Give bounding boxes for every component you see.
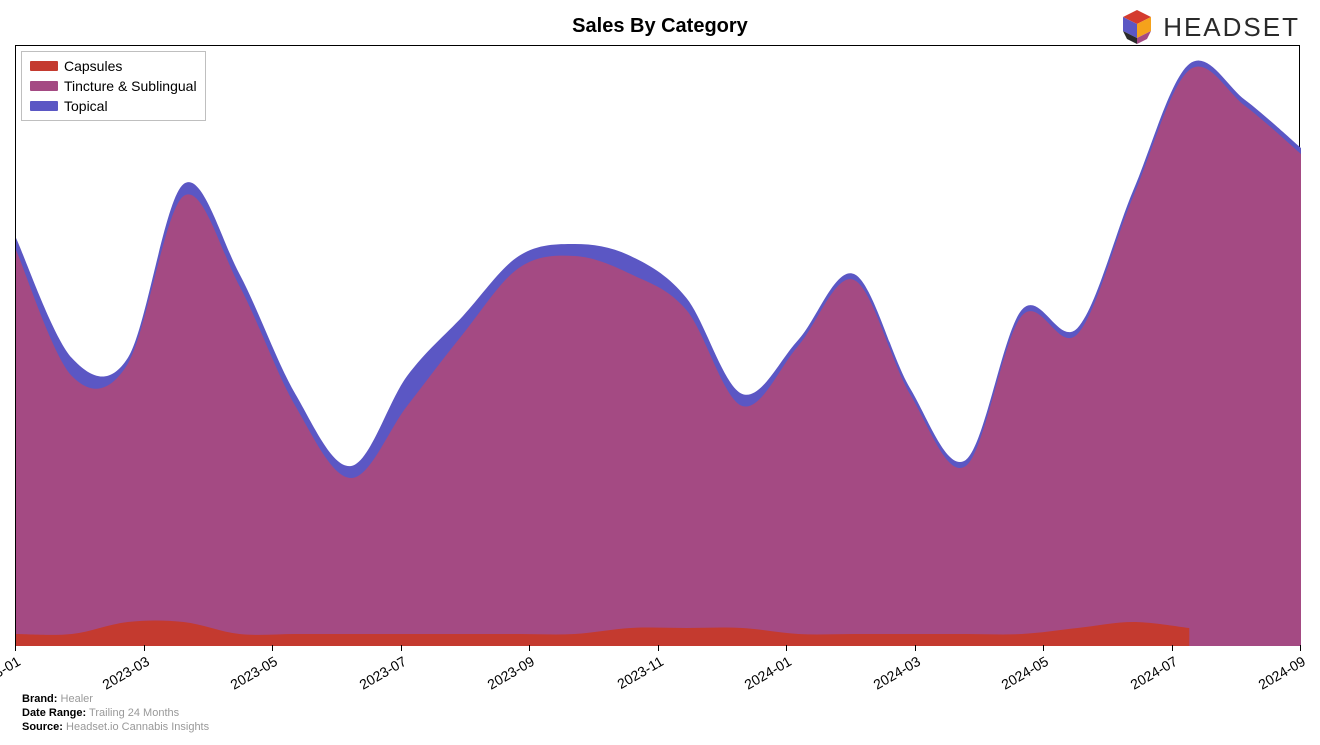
x-tick (915, 645, 916, 651)
meta-source-label: Source: (22, 721, 63, 733)
legend-item: Tincture & Sublingual (30, 76, 197, 96)
x-tick-label: 2023-09 (484, 653, 537, 693)
legend-swatch (30, 81, 58, 91)
meta-source-value: Headset.io Cannabis Insights (66, 721, 209, 733)
x-tick-label: 2024-07 (1127, 653, 1180, 693)
x-tick (1043, 645, 1044, 651)
legend-swatch (30, 101, 58, 111)
legend-item: Capsules (30, 56, 197, 76)
headset-logo-icon (1117, 8, 1157, 46)
x-tick-label: 2024-09 (1255, 653, 1308, 693)
x-tick (786, 645, 787, 651)
brand-logo: HEADSET (1117, 8, 1300, 46)
x-tick (401, 645, 402, 651)
legend-label: Topical (64, 98, 108, 114)
meta-range-value: Trailing 24 Months (89, 707, 179, 719)
x-tick (1172, 645, 1173, 651)
x-tick-label: 2023-03 (99, 653, 152, 693)
legend-label: Tincture & Sublingual (64, 78, 197, 94)
legend-item: Topical (30, 96, 197, 116)
meta-brand-value: Healer (61, 693, 93, 705)
x-tick-label: 2024-03 (870, 653, 923, 693)
legend-swatch (30, 61, 58, 71)
x-tick (272, 645, 273, 651)
x-tick (1300, 645, 1301, 651)
meta-brand: Brand: Healer (22, 693, 93, 705)
brand-logo-text: HEADSET (1163, 12, 1300, 43)
meta-brand-label: Brand: (22, 693, 57, 705)
meta-range: Date Range: Trailing 24 Months (22, 707, 179, 719)
meta-source: Source: Headset.io Cannabis Insights (22, 721, 209, 733)
area-chart-svg (16, 46, 1301, 646)
x-tick-label: 2023-01 (0, 653, 23, 693)
x-tick-label: 2024-01 (741, 653, 794, 693)
x-tick (529, 645, 530, 651)
x-tick (15, 645, 16, 651)
meta-range-label: Date Range: (22, 707, 86, 719)
chart-plot-area: Capsules Tincture & Sublingual Topical (15, 45, 1300, 645)
x-tick (144, 645, 145, 651)
legend-label: Capsules (64, 58, 122, 74)
x-tick-label: 2023-11 (614, 653, 666, 692)
x-tick-label: 2023-05 (227, 653, 280, 693)
area-series (16, 66, 1301, 646)
x-tick-label: 2024-05 (998, 653, 1051, 693)
x-tick-label: 2023-07 (356, 653, 409, 693)
chart-legend: Capsules Tincture & Sublingual Topical (21, 51, 206, 121)
x-tick (658, 645, 659, 651)
